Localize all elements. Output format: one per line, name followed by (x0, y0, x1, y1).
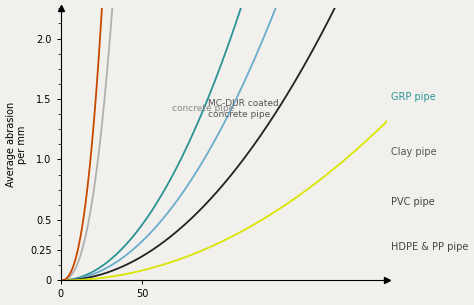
Y-axis label: Average abrasion
per mm: Average abrasion per mm (6, 102, 27, 187)
Text: PVC pipe: PVC pipe (391, 197, 434, 207)
Text: concrete pipe: concrete pipe (172, 104, 234, 113)
Text: MC-DUR coated
concrete pipe: MC-DUR coated concrete pipe (208, 99, 278, 119)
Text: GRP pipe: GRP pipe (391, 92, 436, 102)
Text: HDPE & PP pipe: HDPE & PP pipe (391, 242, 468, 252)
Text: Clay pipe: Clay pipe (391, 147, 436, 157)
